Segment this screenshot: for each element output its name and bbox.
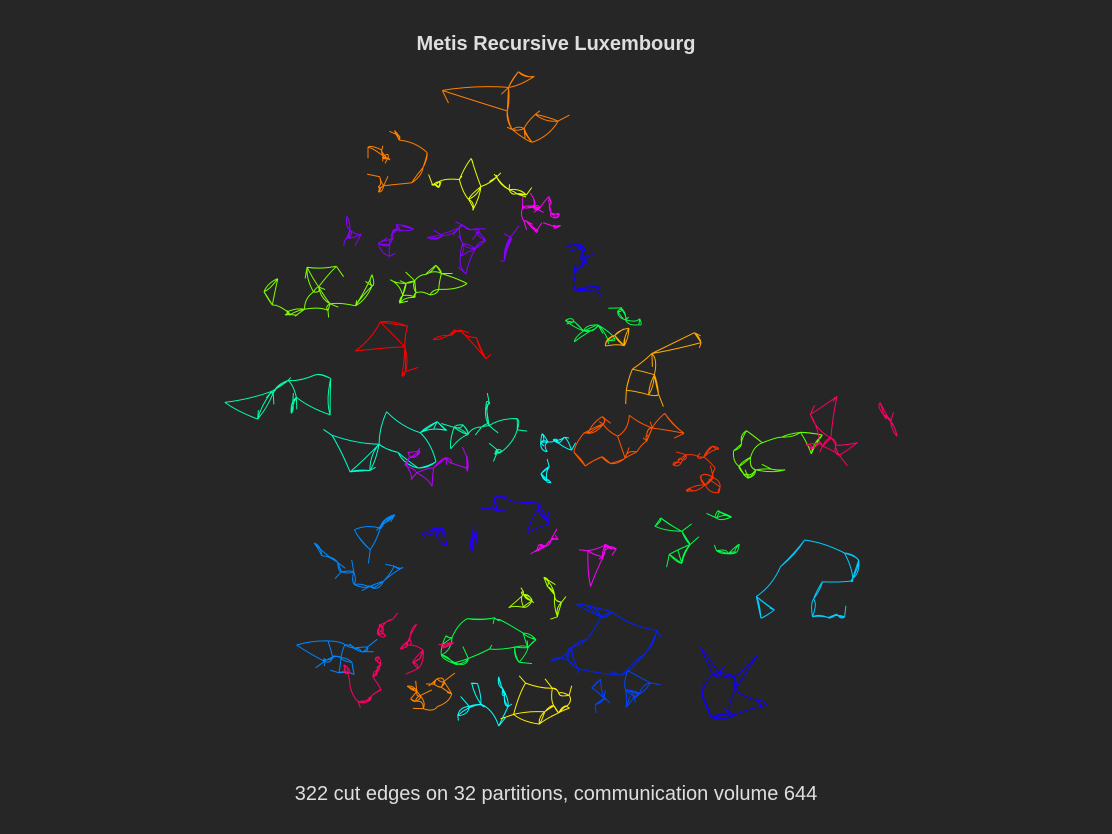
partition-region [323, 411, 448, 473]
partition-region [457, 676, 513, 727]
road-segments [805, 395, 898, 466]
partition-region [540, 433, 577, 484]
road-segments [426, 221, 520, 275]
road-segments [699, 646, 768, 720]
partition-region [573, 412, 685, 467]
partition-region [699, 646, 768, 720]
road-segments [343, 216, 414, 257]
road-segments [343, 656, 382, 708]
road-segments [263, 265, 375, 318]
partition-region [406, 672, 456, 711]
road-segments [323, 411, 448, 473]
road-segments [550, 603, 662, 676]
partition-region [500, 675, 573, 725]
partition-region [343, 656, 382, 708]
partition-region [654, 510, 740, 568]
partition-region [755, 539, 860, 619]
road-segments [440, 617, 537, 666]
road-segments [457, 676, 513, 727]
road-segments [520, 192, 562, 233]
partition-region [343, 216, 414, 257]
partition-region [263, 265, 375, 318]
partition-region [366, 130, 428, 193]
partition-region [564, 307, 642, 345]
road-network-map [224, 71, 898, 727]
road-segments [296, 638, 378, 675]
road-segments [508, 576, 567, 620]
partition-region [508, 576, 567, 620]
partition-region [404, 446, 469, 487]
road-segments [376, 612, 455, 675]
road-segments [428, 158, 533, 211]
partition-region [732, 430, 823, 479]
partition-caption: 322 cut edges on 32 partitions, communic… [294, 783, 818, 805]
partition-region [441, 71, 570, 143]
partition-region [426, 221, 520, 275]
road-segments [573, 412, 685, 467]
partition-region [376, 612, 455, 675]
road-segments [224, 373, 332, 420]
road-segments [654, 510, 740, 568]
road-segments [406, 672, 456, 711]
map-title: Metis Recursive Luxembourg [416, 33, 696, 55]
road-segments [441, 392, 528, 462]
road-segments [421, 494, 550, 552]
road-segments [366, 130, 428, 193]
partition-region [224, 373, 332, 420]
road-segments [390, 264, 468, 304]
road-segments [566, 243, 603, 298]
road-segments [755, 539, 860, 619]
road-segments [672, 445, 721, 494]
road-segments [355, 320, 492, 377]
partition-region [520, 192, 562, 233]
road-segments [564, 307, 642, 345]
partition-region [440, 617, 537, 666]
partition-region [604, 327, 702, 407]
partition-region [428, 158, 533, 211]
partition-region [355, 320, 492, 377]
road-segments [313, 514, 404, 592]
road-segments [404, 446, 469, 487]
partition-region [566, 243, 603, 298]
road-segments [732, 430, 823, 479]
partition-region [591, 669, 661, 714]
partition-region [672, 445, 721, 494]
road-segments [441, 71, 570, 143]
partition-region [313, 514, 404, 592]
road-segments [500, 675, 573, 725]
partition-region [805, 395, 898, 466]
partition-region [530, 528, 617, 587]
partition-region [550, 603, 662, 676]
partition-region [421, 494, 550, 552]
road-segments [530, 528, 617, 587]
partition-region [296, 638, 378, 675]
road-segments [591, 669, 661, 714]
partition-region [441, 392, 528, 462]
road-segments [540, 433, 577, 484]
road-segments [604, 327, 702, 407]
partition-region [390, 264, 468, 304]
